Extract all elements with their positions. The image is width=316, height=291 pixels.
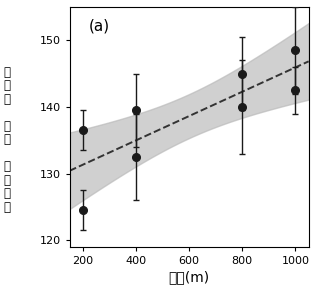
X-axis label: 고도(m): 고도(m) [168,270,210,284]
Text: 저
이
의
 
최
대
 
성
장
시
기: 저 이 의 최 대 성 장 시 기 [3,66,10,214]
Text: (a): (a) [89,19,110,34]
